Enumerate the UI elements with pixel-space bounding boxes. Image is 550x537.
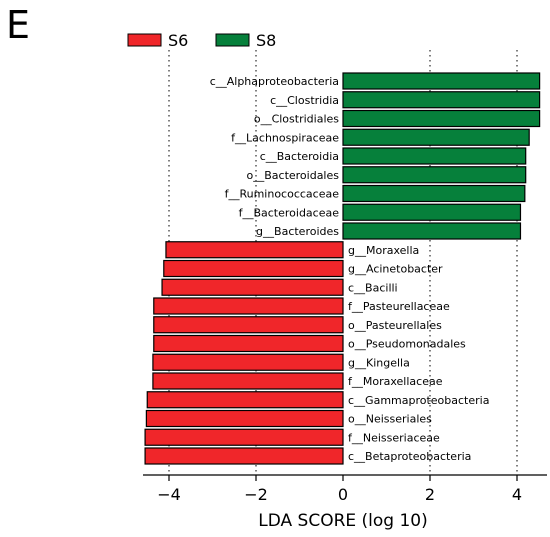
x-tick-label: 2 (425, 485, 435, 504)
legend-label-s8: S8 (256, 31, 276, 50)
bar-label: c__Betaproteobacteria (348, 450, 471, 463)
bar-label: c__Clostridia (270, 94, 339, 107)
bar-label: g__Moraxella (348, 244, 419, 257)
bar-label: c__Gammaproteobacteria (348, 394, 489, 407)
legend: S6 S8 (127, 31, 276, 50)
bar-o__Bacteroidales (342, 166, 527, 184)
bar-label: f__Moraxellaceae (348, 375, 443, 388)
x-tick-label: 0 (338, 485, 348, 504)
bar-c__Bacteroidia (342, 147, 527, 165)
bar-label: g__Acinetobacter (348, 263, 443, 276)
bar-label: c__Alphaproteobacteria (210, 75, 339, 88)
bar-label: g__Bacteroides (256, 225, 339, 238)
bar-o__Pseudomonadales (153, 334, 344, 353)
bar-label: o__Clostridiales (254, 113, 339, 126)
bar-label: c__Bacilli (348, 281, 398, 294)
bar-g__Bacteroides (342, 222, 522, 240)
x-tick-label: −2 (244, 485, 268, 504)
bar-f__Lachnospiraceae (342, 128, 530, 146)
bar-label: f__Bacteroidaceae (239, 206, 340, 219)
bar-labels: c__Alphaproteobacteria c__Clostridia o__Cl… (210, 75, 490, 463)
bar-g__Acinetobacter (163, 259, 344, 278)
bar-label: o__Bacteroidales (247, 169, 340, 182)
bar-c__Betaproteobacteria (144, 447, 344, 465)
bar-g__Kingella (152, 353, 344, 371)
bar-label: f__Pasteurellaceae (348, 300, 450, 313)
legend-label-s6: S6 (168, 31, 188, 50)
bar-c__Bacilli (161, 278, 344, 296)
bar-label: o__Pseudomonadales (348, 338, 466, 351)
bars (144, 72, 541, 465)
bar-c__Alphaproteobacteria (342, 72, 541, 90)
x-tick-label: 4 (512, 485, 522, 504)
legend-swatch-s6 (127, 33, 162, 47)
bar-label: f__Neisseriaceae (348, 431, 440, 444)
bar-f__Bacteroidaceae (342, 203, 522, 221)
x-axis-label: LDA SCORE (log 10) (258, 511, 428, 531)
x-tick-label: −4 (157, 485, 181, 504)
bar-label: f__Lachnospiraceae (231, 131, 339, 144)
x-axis: −4 −2 0 2 4 (143, 474, 547, 504)
bar-c__Gammaproteobacteria (146, 391, 344, 409)
legend-swatch-s8 (215, 33, 250, 47)
bar-o__Clostridiales (342, 109, 541, 128)
bar-f__Pasteurellaceae (153, 297, 344, 315)
bar-label: c__Bacteroidia (260, 150, 339, 163)
panel-label: E (6, 3, 30, 47)
bar-o__Neisseriales (145, 409, 344, 428)
bar-label: o__Neisseriales (348, 413, 432, 426)
bar-label: o__Pasteurellales (348, 319, 442, 332)
bar-label: f__Ruminococcaceae (225, 188, 340, 201)
bar-label: g__Kingella (348, 356, 410, 369)
bar-g__Moraxella (165, 241, 344, 259)
bar-f__Neisseriaceae (144, 428, 344, 446)
bar-c__Clostridia (342, 91, 541, 109)
bar-o__Pasteurellales (153, 316, 344, 334)
bar-f__Ruminococcaceae (342, 184, 526, 203)
bar-f__Moraxellaceae (152, 372, 344, 390)
